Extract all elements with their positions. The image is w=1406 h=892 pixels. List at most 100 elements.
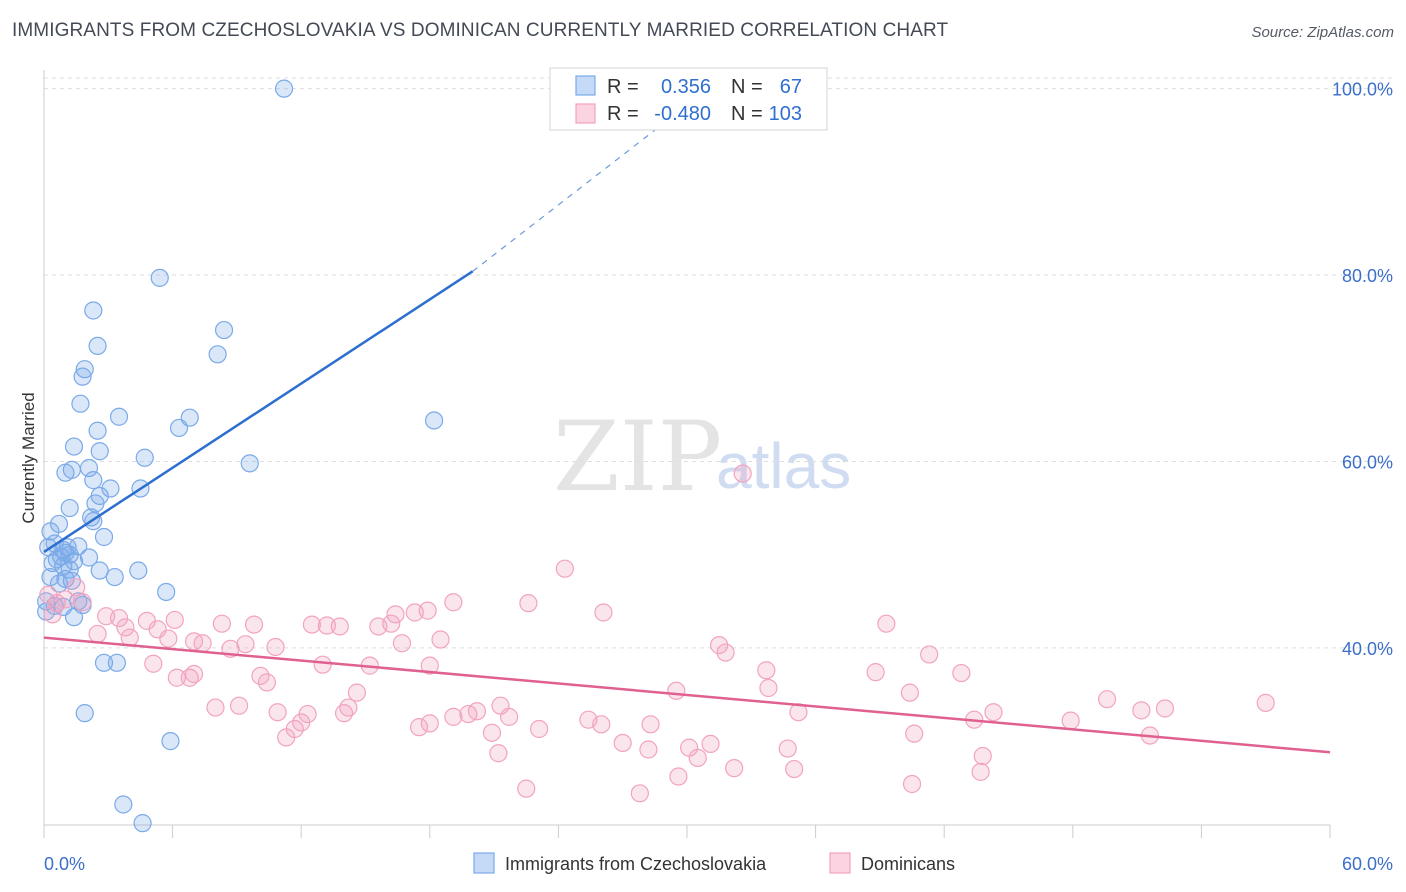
point-1-38 <box>716 643 735 662</box>
point-0-50 <box>49 574 69 593</box>
point-0-60 <box>75 704 94 723</box>
legend-n-value-0: 67 <box>780 76 802 98</box>
y-tick-label-60: 60.0% <box>1342 452 1393 472</box>
point-1-84 <box>613 733 632 753</box>
point-1-80 <box>292 713 311 732</box>
point-0-45 <box>90 561 109 580</box>
point-0-0 <box>274 79 294 98</box>
point-0-49 <box>105 567 124 587</box>
trend-line-extension-0 <box>472 88 709 272</box>
legend-r-value-0: 0.356 <box>661 76 711 98</box>
point-1-33 <box>266 637 285 657</box>
point-1-53 <box>667 681 686 700</box>
legend-n-label-1: N = <box>731 103 763 125</box>
point-1-18 <box>244 615 264 634</box>
trend-line-0 <box>43 270 474 553</box>
watermark-zip: ZIP <box>553 401 722 513</box>
point-0-63 <box>133 814 152 833</box>
point-0-15 <box>90 442 109 461</box>
legend-box <box>549 67 828 131</box>
series-czechoslovakia-points <box>37 79 444 833</box>
legend-n-value-1: 103 <box>769 103 802 125</box>
point-0-16 <box>135 448 154 467</box>
y-axis-title: Currently Married <box>19 392 38 523</box>
point-0-6 <box>75 360 94 379</box>
point-1-73 <box>984 703 1003 722</box>
x-tick-label-min: 0.0% <box>44 854 85 874</box>
point-1-45 <box>866 663 885 682</box>
point-0-44 <box>129 561 148 580</box>
bottom-legend-swatch-czechoslovakia <box>473 852 495 874</box>
point-0-5 <box>208 345 227 364</box>
point-0-56 <box>64 608 84 627</box>
trend-lines <box>43 88 1331 754</box>
point-0-2 <box>84 301 103 320</box>
point-0-11 <box>424 411 444 430</box>
point-1-17 <box>212 614 231 633</box>
point-1-56 <box>206 698 225 717</box>
point-1-31 <box>193 634 212 653</box>
point-1-92 <box>489 744 508 763</box>
point-0-61 <box>161 732 180 751</box>
point-0-12 <box>169 418 189 438</box>
y-tick-label-80: 80.0% <box>1342 266 1393 286</box>
point-1-54 <box>759 678 778 698</box>
gridlines <box>44 77 1392 649</box>
x-tick-label-max: 60.0% <box>1342 854 1393 874</box>
legend-swatch-dominicans <box>575 103 596 124</box>
point-1-50 <box>251 666 270 685</box>
y-tick-label-40: 40.0% <box>1342 639 1393 659</box>
axes <box>43 70 1331 838</box>
point-1-0 <box>733 464 752 483</box>
point-1-74 <box>1061 711 1080 730</box>
point-1-36 <box>710 636 729 655</box>
point-1-6 <box>47 594 66 613</box>
point-1-65 <box>467 702 487 721</box>
legend-r-label-0: R = <box>607 76 639 98</box>
point-0-14 <box>64 437 84 456</box>
legend-n-label-0: N = <box>731 76 763 98</box>
point-1-41 <box>313 655 332 674</box>
legend-r-label-1: R = <box>607 103 639 125</box>
point-1-21 <box>330 617 349 636</box>
point-1-94 <box>725 759 744 778</box>
point-1-89 <box>905 724 924 743</box>
point-1-44 <box>757 661 776 680</box>
point-1-47 <box>167 668 186 687</box>
point-0-62 <box>114 795 133 814</box>
point-1-20 <box>317 616 337 635</box>
bottom-legend-label-dominicans: Dominicans <box>861 854 955 874</box>
point-1-39 <box>920 645 939 664</box>
point-1-27 <box>88 624 107 644</box>
point-1-77 <box>1155 699 1175 718</box>
point-1-11 <box>386 605 405 624</box>
point-0-51 <box>157 582 176 602</box>
point-0-40 <box>64 552 84 571</box>
point-1-7 <box>444 593 463 612</box>
point-1-15 <box>165 610 184 630</box>
point-1-91 <box>277 728 296 747</box>
point-1-19 <box>302 615 322 634</box>
point-0-43 <box>60 560 79 579</box>
point-1-52 <box>347 683 367 702</box>
point-1-78 <box>1256 693 1275 712</box>
point-1-98 <box>971 762 990 781</box>
point-0-26 <box>60 498 79 518</box>
point-1-81 <box>409 718 429 737</box>
point-1-46 <box>952 663 971 683</box>
point-0-21 <box>84 471 103 490</box>
point-1-1 <box>555 559 574 578</box>
point-1-102 <box>418 601 437 620</box>
point-1-29 <box>159 629 178 648</box>
point-1-35 <box>392 634 412 653</box>
point-1-95 <box>785 759 804 779</box>
point-0-3 <box>214 320 234 340</box>
point-0-59 <box>107 653 126 672</box>
point-1-85 <box>639 740 658 759</box>
point-1-40 <box>144 654 163 673</box>
point-0-4 <box>88 336 107 356</box>
point-1-83 <box>530 719 549 739</box>
point-1-96 <box>669 767 688 786</box>
point-0-23 <box>101 479 120 498</box>
point-0-31 <box>94 527 114 547</box>
